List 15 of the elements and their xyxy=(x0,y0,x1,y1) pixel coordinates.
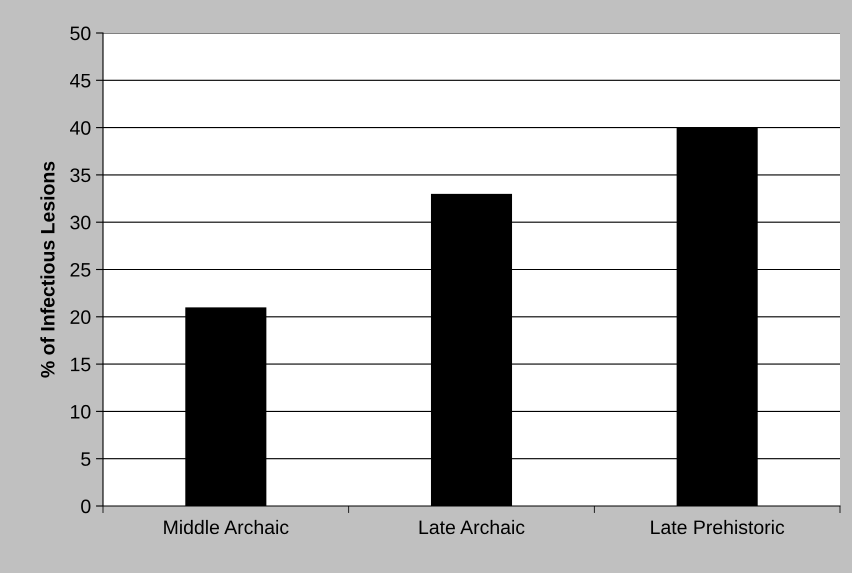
y-axis-title: % of Infectious Lesions xyxy=(40,162,55,378)
y-tick-label: 0 xyxy=(81,499,90,514)
y-tick-label: 20 xyxy=(70,310,90,324)
y-tick-label: 30 xyxy=(70,216,90,230)
y-tick-label: 25 xyxy=(70,262,90,277)
x-tick-label: Middle Archaic xyxy=(164,520,289,534)
y-tick-label: 15 xyxy=(71,358,90,372)
x-tick-label: Late Archaic xyxy=(420,520,524,534)
y-tick-label: 35 xyxy=(70,168,90,182)
x-tick-label: Late Prehistoric xyxy=(651,520,784,534)
y-tick-label: 5 xyxy=(81,452,90,466)
y-tick-label: 10 xyxy=(71,404,90,419)
y-tick-label: 45 xyxy=(70,74,90,88)
y-tick-label: 50 xyxy=(70,26,90,40)
y-tick-label: 40 xyxy=(70,121,90,135)
